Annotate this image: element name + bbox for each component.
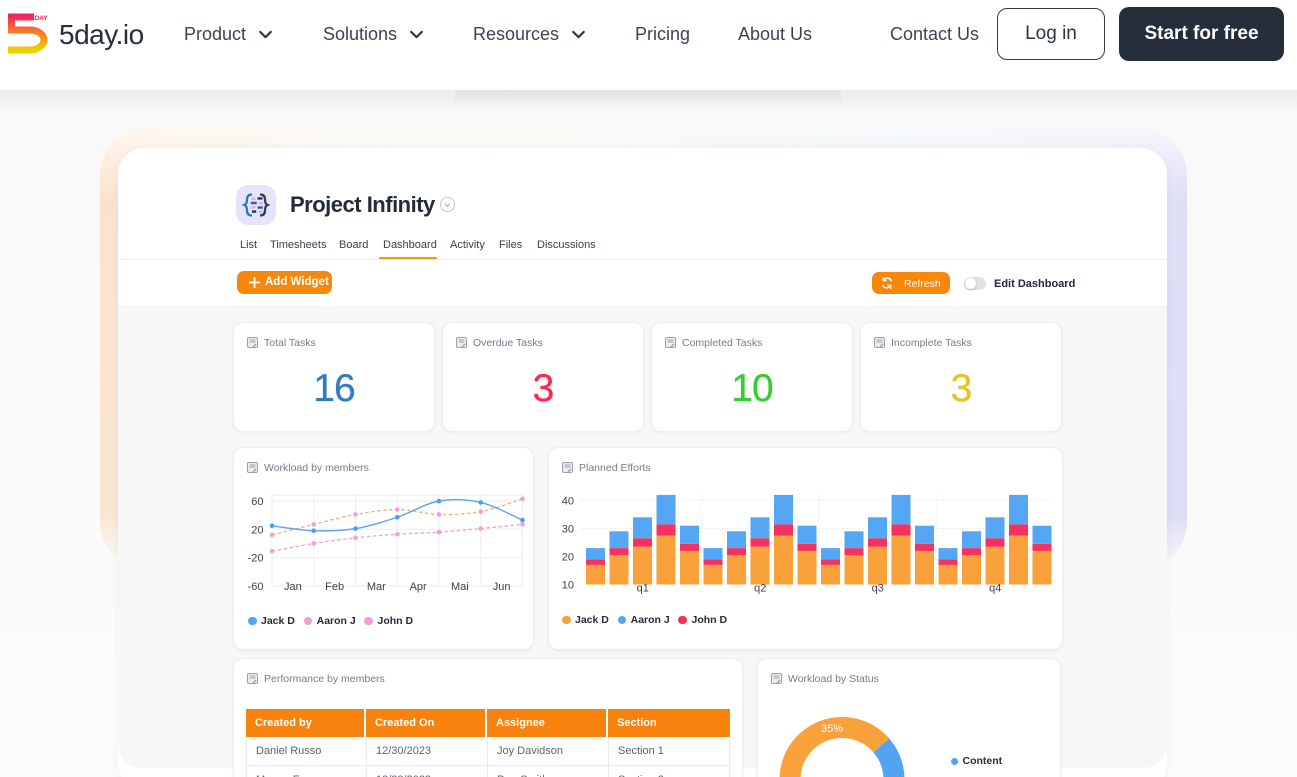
svg-text:Feb: Feb [325, 581, 344, 593]
svg-text:DAY: DAY [35, 15, 49, 22]
svg-text:-60: -60 [248, 581, 264, 593]
svg-text:q1: q1 [637, 583, 649, 595]
svg-text:30: 30 [562, 524, 574, 536]
svg-text:q2: q2 [754, 583, 766, 595]
svg-text:Jun: Jun [493, 581, 511, 593]
svg-text:Jan: Jan [284, 581, 302, 593]
svg-text:q3: q3 [872, 583, 884, 595]
svg-text:35%: 35% [821, 723, 843, 735]
svg-text:-20: -20 [248, 553, 264, 565]
svg-text:20: 20 [562, 552, 574, 564]
svg-text:Mar: Mar [367, 581, 386, 593]
svg-text:10: 10 [562, 580, 574, 592]
svg-text:q4: q4 [989, 583, 1001, 595]
svg-text:20: 20 [251, 524, 263, 536]
svg-text:40: 40 [562, 496, 574, 508]
svg-text:Apr: Apr [410, 581, 427, 593]
svg-text:Mai: Mai [451, 581, 469, 593]
svg-text:60: 60 [251, 496, 263, 508]
